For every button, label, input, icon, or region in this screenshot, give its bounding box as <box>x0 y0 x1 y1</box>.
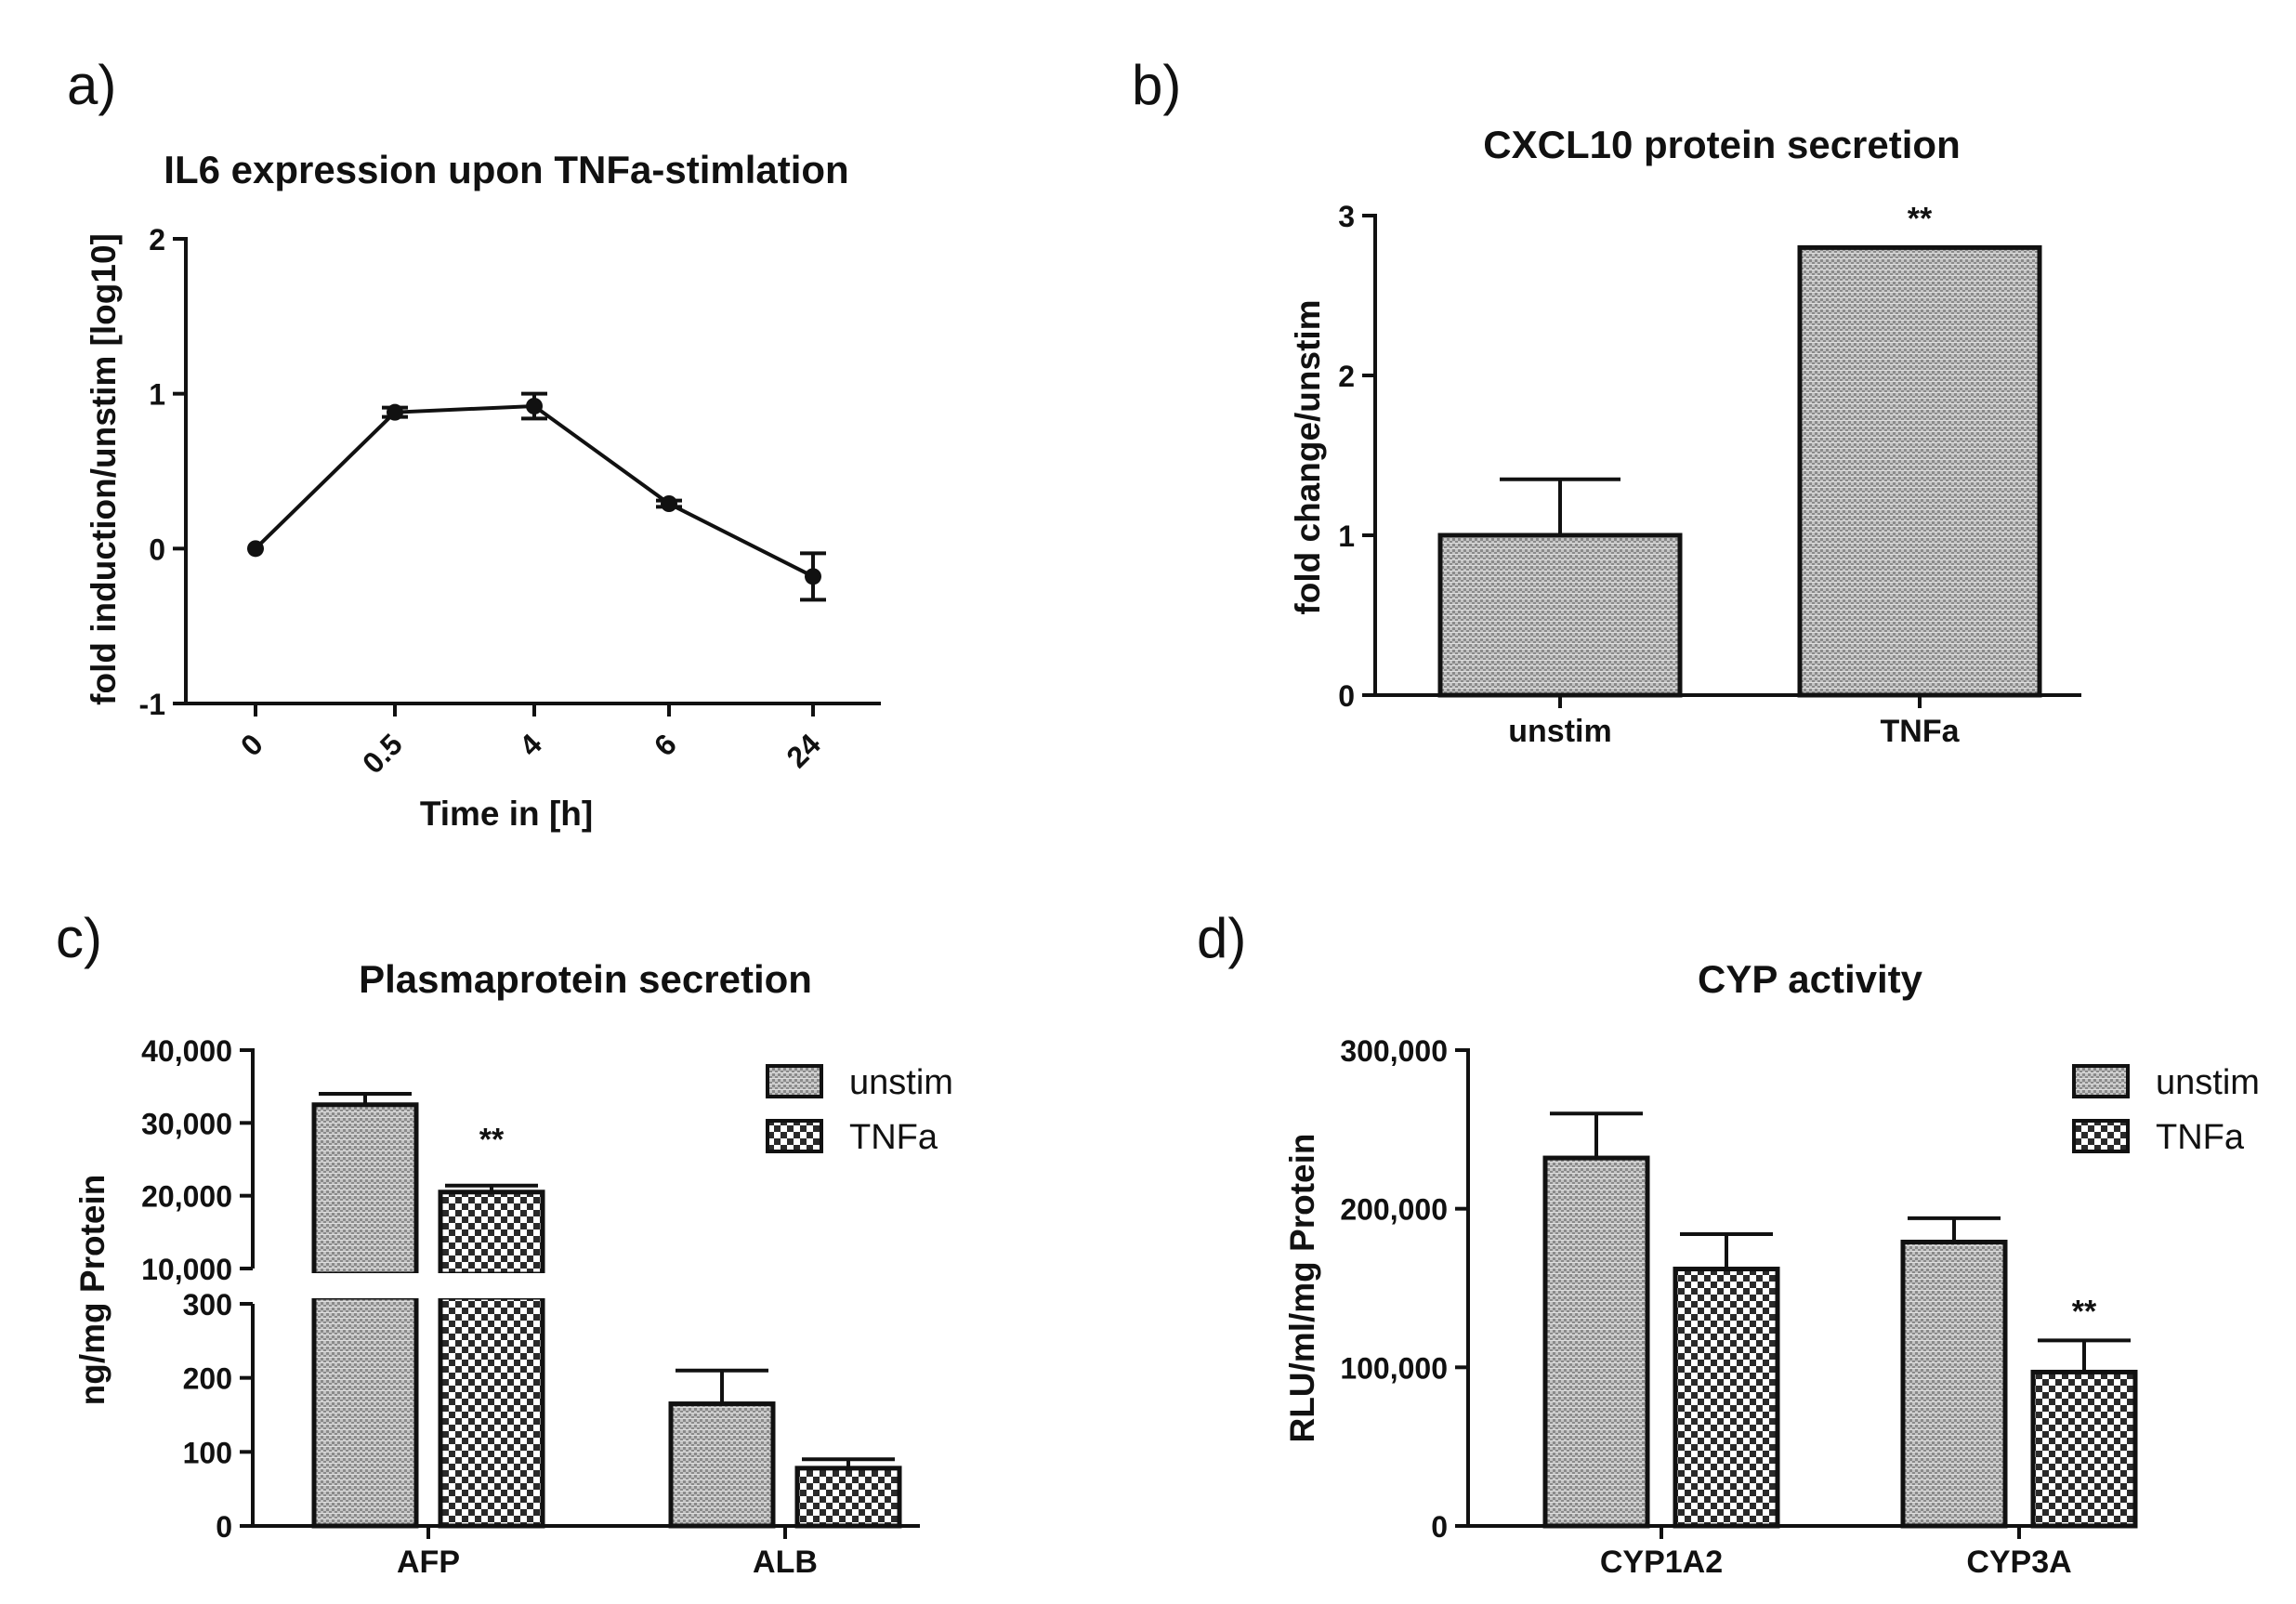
chart-b-bar-unstim <box>1437 532 1683 698</box>
chart-b-plot: unstim TNFa ** 0 1 2 3 <box>1338 200 2081 749</box>
chart-b-significance: ** <box>1908 201 1933 236</box>
chart-a-point <box>387 403 403 421</box>
chart-a-series-line <box>254 403 814 579</box>
legend-c-swatch-unstim <box>766 1064 823 1098</box>
chart-b-xtick-label: TNFa <box>1881 714 1961 749</box>
chart-a-title: IL6 expression upon TNFa-stimlation <box>164 148 848 191</box>
chart-a-ytick-label: -1 <box>139 688 165 721</box>
chart-d-significance: ** <box>2072 1294 2097 1329</box>
chart-c-bar-afp-tnfa-lower <box>438 1295 545 1529</box>
chart-a-xtick-label: 4 <box>513 727 548 762</box>
chart-c-xtick-label: ALB <box>753 1545 818 1580</box>
chart-c-ytick-label: 300 <box>183 1288 232 1321</box>
chart-c-plot: ** AFP ALB 10,000 20,000 30,000 40,000 0 100 200 3… <box>141 1034 920 1580</box>
chart-d-ytick-label: 300,000 <box>1340 1034 1448 1068</box>
chart-c-legend: unstim TNFa <box>766 1063 953 1157</box>
chart-d-bar-cyp1a2-unstim <box>1542 1155 1650 1529</box>
chart-c-ytick-label: 100 <box>183 1436 232 1469</box>
chart-d-ytick-label: 200,000 <box>1340 1193 1448 1227</box>
chart-b-ytick-label: 3 <box>1338 200 1355 233</box>
chart-d-xtick-label: CYP3A <box>1966 1545 2071 1580</box>
chart-c-bar-alb-unstim <box>668 1401 776 1529</box>
legend-c-label-unstim: unstim <box>849 1063 953 1102</box>
chart-d-ytick-label: 0 <box>1431 1510 1448 1544</box>
chart-c-ytick-label: 30,000 <box>141 1107 232 1140</box>
chart-c-ylabel: ng/mg Protein <box>73 1175 112 1406</box>
chart-c-ytick-label: 40,000 <box>141 1034 232 1068</box>
legend-c-swatch-tnfa <box>766 1119 823 1153</box>
chart-b-ylabel: fold change/unstim <box>1289 299 1327 614</box>
legend-d-swatch-tnfa <box>2072 1119 2130 1153</box>
chart-a-ytick-label: 0 <box>149 532 165 566</box>
chart-d-plot: ** CYP1A2 CYP3A 0 100,000 200,000 300,000 <box>1340 1034 2138 1580</box>
chart-b-bar-tnfa <box>1797 244 2042 698</box>
chart-c-ytick-label: 10,000 <box>141 1253 232 1286</box>
chart-d-ytick-label: 100,000 <box>1340 1351 1448 1385</box>
legend-d-label-tnfa: TNFa <box>2156 1118 2245 1157</box>
chart-d-xtick-label: CYP1A2 <box>1600 1545 1723 1580</box>
chart-a-xtick-label: 0.5 <box>356 727 409 780</box>
chart-c-axis-break-gap <box>311 1273 419 1298</box>
chart-b-title: CXCL10 protein secretion <box>1483 123 1960 166</box>
chart-a-point <box>805 568 821 585</box>
chart-a-ylabel: fold induction/unstim [log10] <box>85 233 123 705</box>
legend-c-label-tnfa: TNFa <box>849 1118 938 1157</box>
chart-a-xtick-label: 0 <box>234 727 269 762</box>
chart-c-bar-afp-unstim-lower <box>311 1295 419 1529</box>
chart-a-xlabel: Time in [h] <box>420 795 593 833</box>
chart-c-bar-afp-unstim-upper <box>311 1102 419 1277</box>
chart-c-xtick-label: AFP <box>397 1545 460 1580</box>
chart-a-xtick-label: 24 <box>780 727 827 774</box>
panel-label-b: b) <box>1132 54 1181 116</box>
chart-a-point <box>247 540 264 558</box>
chart-d-bar-cyp3a-unstim <box>1900 1240 2008 1529</box>
chart-c-title: Plasmaprotein secretion <box>359 957 812 1001</box>
panel-label-a: a) <box>67 54 116 116</box>
chart-c-ytick-label: 0 <box>216 1510 232 1544</box>
chart-d-bar-cyp1a2-tnfa <box>1673 1267 1780 1529</box>
chart-a-plot: -1 0 1 2 0 0.5 4 6 24 <box>139 223 881 780</box>
chart-d-bar-cyp3a-tnfa <box>2030 1369 2138 1529</box>
chart-c-ytick-label: 20,000 <box>141 1180 232 1214</box>
chart-b-xtick-label: unstim <box>1508 714 1611 749</box>
chart-b-ytick-label: 0 <box>1338 679 1355 713</box>
chart-c-bar-alb-tnfa <box>794 1466 902 1529</box>
chart-c-bar-afp-tnfa-upper <box>438 1190 545 1277</box>
chart-a-xtick-label: 6 <box>648 727 683 762</box>
chart-a-ytick-label: 1 <box>149 378 165 412</box>
legend-d-label-unstim: unstim <box>2156 1063 2260 1102</box>
chart-b-ytick-label: 2 <box>1338 360 1355 393</box>
panel-label-d: d) <box>1197 907 1246 969</box>
chart-a-point <box>661 495 677 512</box>
chart-a-ytick-label: 2 <box>149 223 165 256</box>
chart-c-axis-break-gap <box>438 1273 545 1298</box>
chart-a-point <box>526 398 543 414</box>
chart-c-ytick-label: 200 <box>183 1362 232 1396</box>
chart-c-significance: ** <box>479 1123 505 1158</box>
chart-d-ylabel: RLU/ml/mg Protein <box>1283 1133 1321 1442</box>
panel-label-c: c) <box>56 907 102 969</box>
chart-d-legend: unstim TNFa <box>2072 1063 2260 1157</box>
chart-b-ytick-label: 1 <box>1338 519 1355 553</box>
legend-d-swatch-unstim <box>2072 1064 2130 1098</box>
chart-d-title: CYP activity <box>1698 957 1923 1001</box>
